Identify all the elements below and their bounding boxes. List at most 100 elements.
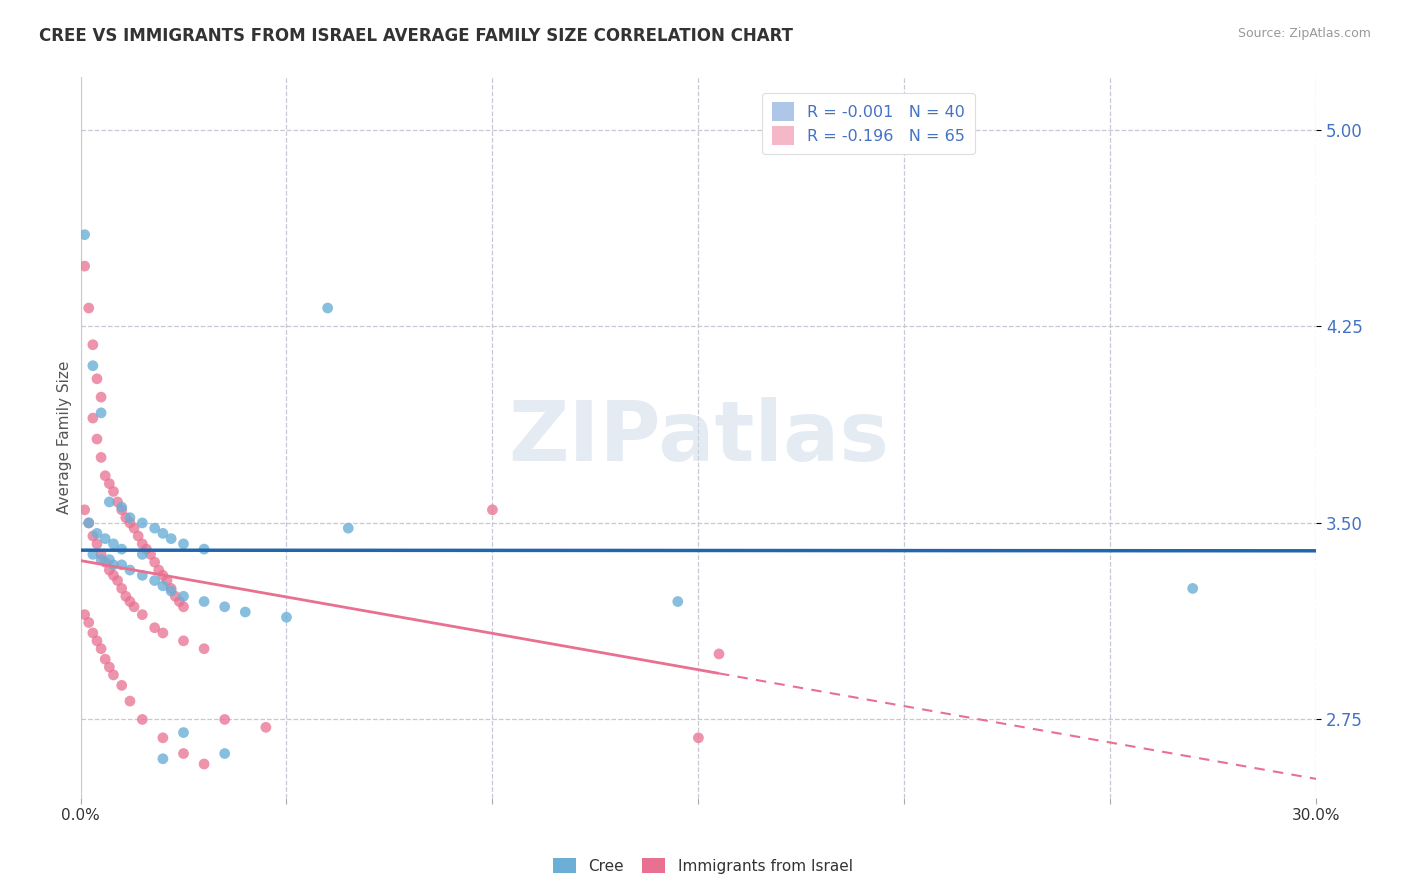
Point [666,594,689,608]
Point [94,532,117,546]
Point [214,599,236,614]
Point [111,500,134,515]
Point [98,476,121,491]
Point [90,641,112,656]
Point [98,552,121,566]
Point [131,547,153,561]
Point [114,510,136,524]
Point [127,529,149,543]
Point [156,574,179,588]
Point [82,547,104,561]
Point [94,652,117,666]
Point [254,720,277,734]
Point [118,510,141,524]
Point [173,633,195,648]
Point [111,678,134,692]
Point [143,574,166,588]
Point [103,537,125,551]
Legend: Cree, Immigrants from Israel: Cree, Immigrants from Israel [547,852,859,880]
Point [77,516,100,530]
Point [90,450,112,465]
Point [107,495,129,509]
Point [118,694,141,708]
Point [103,568,125,582]
Point [107,574,129,588]
Legend: R = -0.001   N = 40, R = -0.196   N = 65: R = -0.001 N = 40, R = -0.196 N = 65 [762,93,974,154]
Point [90,547,112,561]
Text: Source: ZipAtlas.com: Source: ZipAtlas.com [1237,27,1371,40]
Point [152,626,174,640]
Point [82,337,104,351]
Point [77,301,100,315]
Point [118,594,141,608]
Point [152,579,174,593]
Point [173,589,195,603]
Point [118,563,141,577]
Point [77,615,100,630]
Point [143,555,166,569]
Point [193,641,215,656]
Point [118,516,141,530]
Point [131,516,153,530]
Point [131,713,153,727]
Point [481,503,503,517]
Point [152,526,174,541]
Point [82,411,104,425]
Point [233,605,256,619]
Point [103,558,125,572]
Point [82,529,104,543]
Point [276,610,298,624]
Point [82,359,104,373]
Point [139,547,162,561]
Point [707,647,730,661]
Point [73,259,96,273]
Point [337,521,360,535]
Point [73,227,96,242]
Point [214,713,236,727]
Point [98,495,121,509]
Point [316,301,339,315]
Point [86,526,108,541]
Point [122,599,145,614]
Point [152,752,174,766]
Point [1181,582,1204,596]
Point [103,668,125,682]
Point [86,432,108,446]
Point [114,589,136,603]
Point [173,537,195,551]
Point [169,594,191,608]
Y-axis label: Average Family Size: Average Family Size [58,361,72,515]
Point [86,372,108,386]
Point [173,725,195,739]
Point [148,563,170,577]
Point [152,568,174,582]
Point [111,582,134,596]
Point [86,537,108,551]
Point [135,542,157,557]
Point [111,558,134,572]
Point [160,582,183,596]
Point [94,555,117,569]
Point [131,607,153,622]
Point [86,633,108,648]
Point [143,521,166,535]
Point [173,747,195,761]
Point [193,756,215,771]
Point [165,589,187,603]
Point [98,563,121,577]
Point [160,532,183,546]
Point [193,542,215,557]
Point [111,503,134,517]
Point [103,484,125,499]
Point [98,660,121,674]
Point [73,607,96,622]
Text: CREE VS IMMIGRANTS FROM ISRAEL AVERAGE FAMILY SIZE CORRELATION CHART: CREE VS IMMIGRANTS FROM ISRAEL AVERAGE F… [39,27,793,45]
Point [131,568,153,582]
Point [90,406,112,420]
Point [90,552,112,566]
Point [688,731,710,745]
Point [73,503,96,517]
Point [131,537,153,551]
Point [111,542,134,557]
Point [160,584,183,599]
